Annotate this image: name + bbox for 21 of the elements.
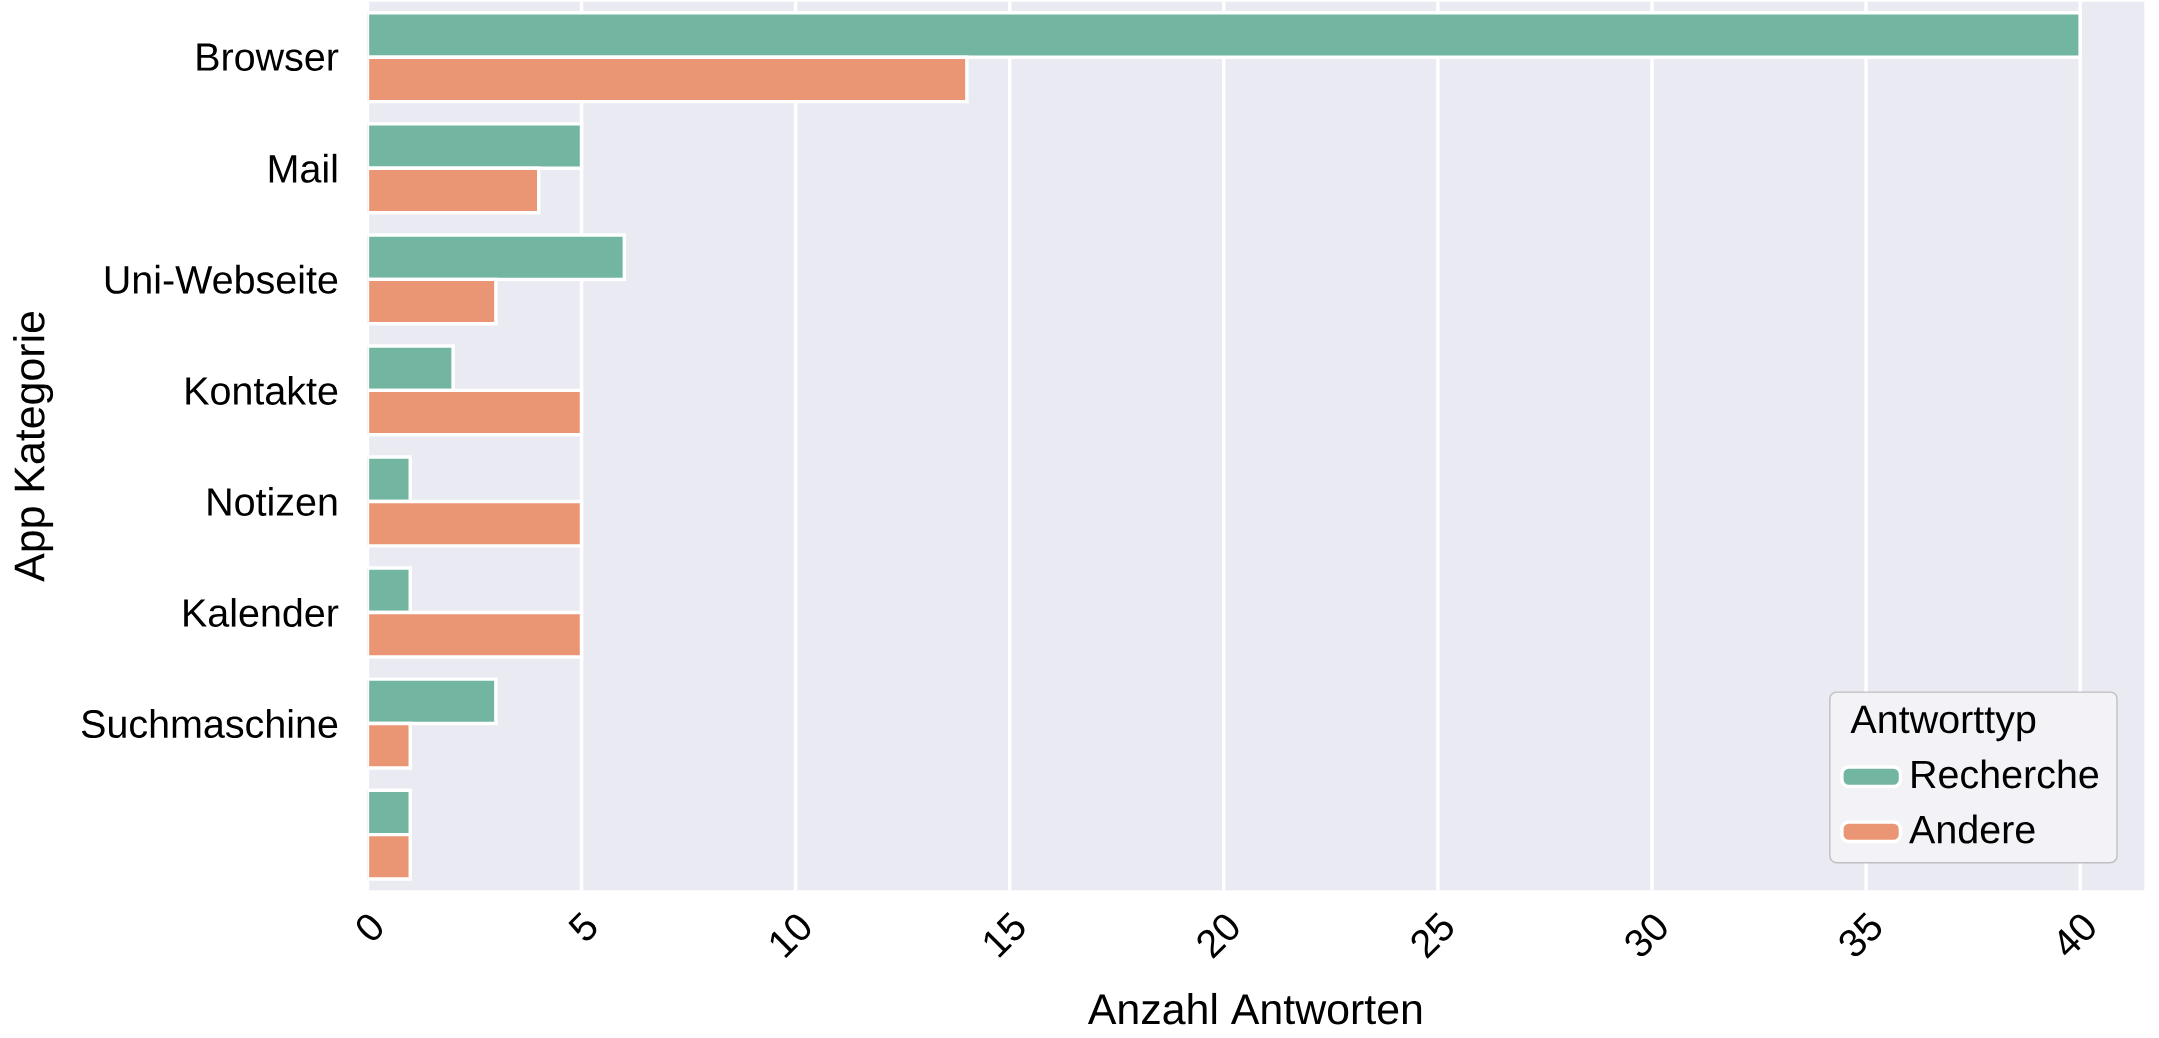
- x-tick-label: 0: [356, 914, 383, 941]
- x-tick-label: 10: [770, 914, 811, 959]
- y-tick-label: Kalender: [184, 598, 339, 628]
- y-tick-label: Kontakte: [186, 376, 338, 406]
- y-axis-title: App Kategorie: [13, 312, 54, 582]
- y-tick-label: Notizen: [208, 487, 337, 517]
- x-tick-label: 20: [1197, 914, 1239, 960]
- legend-label: Recherche: [1912, 759, 2099, 789]
- x-tick-label: 40: [2058, 914, 2095, 956]
- x-tick-label: 25: [1411, 912, 1453, 960]
- y-tick-label: Mail: [269, 154, 337, 183]
- legend-label: Andere: [1909, 814, 2035, 844]
- x-tick-label: 30: [1625, 914, 1667, 957]
- y-tick-label: Browser: [197, 43, 339, 72]
- y-tick-label: Uni-Webseite: [105, 265, 338, 295]
- y-tick-label: Suchmaschine: [81, 709, 338, 739]
- x-tick-label: 5: [568, 912, 597, 941]
- x-tick-label: 15: [984, 912, 1025, 958]
- x-axis-title: Anzahl Antworten: [1087, 993, 1422, 1025]
- x-tick-label: 35: [1839, 912, 1882, 957]
- legend-title: Antworttyp: [1850, 706, 2036, 742]
